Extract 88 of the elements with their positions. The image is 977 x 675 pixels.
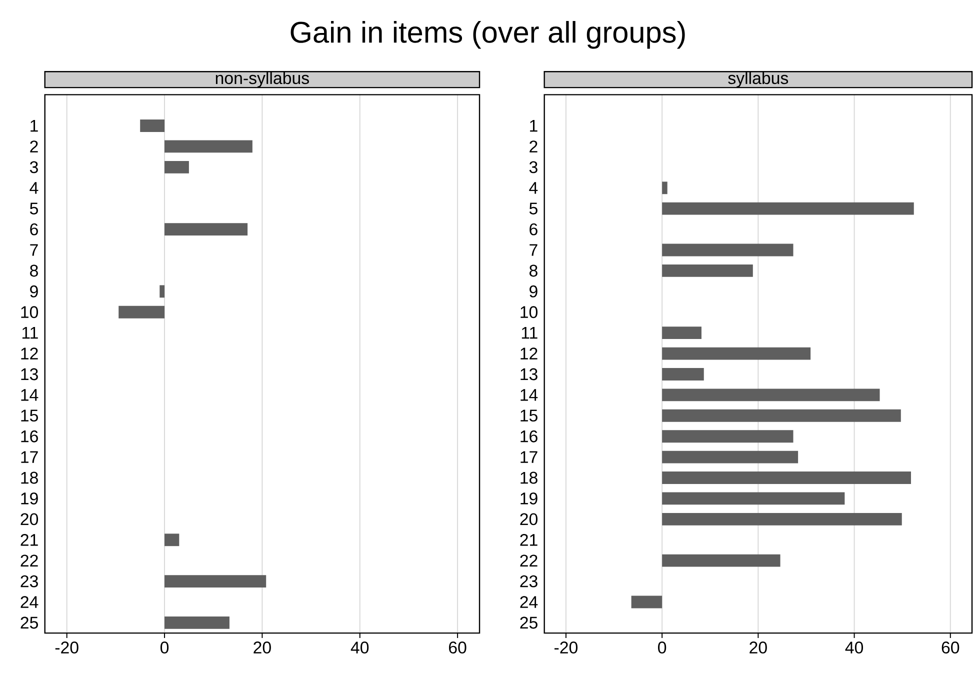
- y-tick-label: 14: [520, 389, 538, 401]
- bar: [662, 264, 753, 277]
- bar: [662, 409, 901, 422]
- bar: [662, 347, 811, 360]
- y-tick-label: 7: [30, 244, 38, 256]
- y-tick-label: 1: [530, 120, 538, 132]
- x-tick-label: -20: [554, 642, 578, 654]
- y-tick-label: 3: [529, 161, 538, 174]
- bar: [662, 368, 704, 380]
- y-tick-label: 9: [530, 285, 538, 298]
- y-tick-label: 20: [20, 513, 38, 526]
- y-tick-label: 19: [520, 492, 538, 504]
- bar: [164, 616, 230, 629]
- y-tick-label: 18: [520, 472, 538, 484]
- x-tick-label: 20: [750, 642, 767, 654]
- bar: [662, 326, 702, 340]
- x-tick-label: -20: [55, 642, 78, 654]
- bar: [662, 450, 798, 464]
- y-tick-label: 18: [21, 472, 38, 484]
- chart-title: Gain in items (over all groups): [290, 21, 685, 49]
- y-tick-label: 1: [30, 120, 38, 132]
- x-tick-label: 60: [942, 642, 960, 654]
- y-tick-label: 13: [21, 368, 38, 380]
- y-tick-label: 24: [520, 596, 538, 608]
- y-tick-label: 2: [30, 140, 38, 152]
- y-tick-label: 22: [520, 554, 538, 567]
- y-tick-label: 10: [520, 306, 538, 318]
- bar: [160, 285, 165, 298]
- bar: [662, 202, 914, 215]
- y-tick-label: 12: [520, 348, 538, 360]
- y-tick-label: 4: [529, 182, 538, 194]
- y-tick-label: 24: [20, 596, 38, 608]
- y-tick-label: 19: [21, 492, 38, 504]
- y-tick-label: 14: [21, 389, 38, 401]
- bar: [164, 223, 248, 236]
- y-tick-label: 10: [21, 306, 38, 318]
- bar: [662, 512, 902, 526]
- bar: [662, 554, 780, 567]
- bar: [662, 182, 668, 194]
- bar: [662, 244, 794, 256]
- x-tick-label: 60: [449, 642, 466, 654]
- y-tick-label: 22: [20, 554, 38, 567]
- chart-subtitle: non-syllabus: [216, 72, 309, 88]
- y-tick-label: 17: [520, 451, 538, 463]
- y-tick-label: 5: [529, 202, 538, 215]
- bar: [164, 575, 266, 588]
- bar: [164, 534, 180, 546]
- y-tick-label: 13: [520, 368, 538, 380]
- y-tick-label: 25: [520, 616, 538, 629]
- y-tick-label: 8: [530, 264, 538, 277]
- y-tick-label: 15: [21, 410, 38, 422]
- y-tick-label: 6: [530, 223, 538, 236]
- y-tick-label: 3: [30, 161, 38, 174]
- y-tick-label: 23: [20, 575, 38, 588]
- x-tick-label: 0: [658, 642, 666, 654]
- y-tick-label: 21: [20, 534, 38, 546]
- y-tick-label: 9: [30, 285, 38, 298]
- bar: [662, 388, 880, 402]
- y-tick-label: 12: [21, 348, 38, 360]
- y-tick-label: 11: [522, 327, 538, 339]
- y-tick-label: 2: [530, 140, 538, 152]
- y-tick-label: 4: [30, 182, 38, 194]
- x-tick-label: 20: [254, 642, 271, 654]
- bar: [631, 596, 662, 608]
- y-tick-label: 17: [21, 451, 38, 463]
- y-tick-label: 23: [520, 575, 538, 588]
- y-tick-label: 16: [520, 430, 538, 442]
- bar: [662, 472, 911, 484]
- x-tick-label: 0: [160, 642, 169, 654]
- bar: [662, 430, 794, 443]
- y-tick-label: 11: [22, 327, 38, 339]
- y-tick-label: 7: [530, 244, 538, 256]
- x-tick-label: 40: [845, 642, 864, 654]
- bar: [164, 140, 252, 153]
- x-tick-label: 40: [350, 642, 369, 654]
- y-tick-label: 25: [20, 616, 38, 629]
- bar: [118, 306, 165, 318]
- chart-subtitle: syllabus: [728, 72, 788, 88]
- y-tick-label: 21: [520, 534, 538, 546]
- y-tick-label: 20: [520, 513, 538, 526]
- y-tick-label: 16: [21, 430, 38, 442]
- y-tick-label: 15: [520, 410, 538, 422]
- bar: [662, 492, 845, 505]
- bar: [140, 120, 165, 132]
- y-tick-label: 6: [30, 223, 38, 236]
- y-tick-label: 8: [30, 264, 38, 277]
- bar: [164, 161, 189, 174]
- y-tick-label: 5: [30, 202, 38, 215]
